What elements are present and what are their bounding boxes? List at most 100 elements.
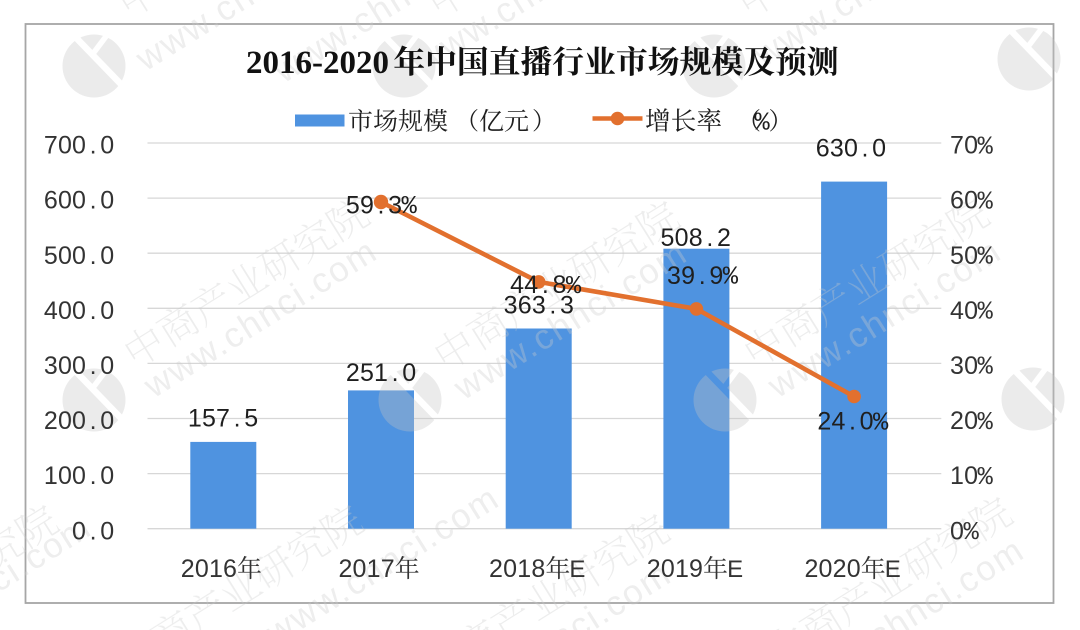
svg-text:.: . bbox=[234, 404, 241, 432]
svg-text:.: . bbox=[90, 242, 97, 270]
svg-text:1: 1 bbox=[188, 404, 202, 432]
svg-text:2: 2 bbox=[950, 407, 964, 435]
svg-text:0: 0 bbox=[950, 517, 964, 545]
svg-text:E: E bbox=[727, 556, 743, 583]
svg-text:0: 0 bbox=[661, 555, 675, 583]
svg-text:0: 0 bbox=[964, 187, 978, 215]
svg-text:.: . bbox=[849, 408, 856, 436]
svg-text:%: % bbox=[723, 263, 739, 292]
svg-text:2: 2 bbox=[338, 555, 352, 583]
svg-text:0: 0 bbox=[58, 462, 72, 490]
svg-text:0: 0 bbox=[72, 517, 86, 545]
svg-text:8: 8 bbox=[531, 555, 545, 583]
svg-text:0: 0 bbox=[58, 242, 72, 270]
svg-text:3: 3 bbox=[504, 291, 518, 319]
svg-text:0: 0 bbox=[872, 134, 886, 162]
svg-text:1: 1 bbox=[517, 555, 531, 583]
svg-text:0: 0 bbox=[675, 224, 689, 252]
svg-text:0: 0 bbox=[72, 242, 86, 270]
svg-text:0: 0 bbox=[964, 462, 978, 490]
svg-text:0: 0 bbox=[100, 517, 114, 545]
svg-text:3: 3 bbox=[532, 291, 546, 319]
svg-text:%: % bbox=[978, 408, 994, 437]
svg-text:4: 4 bbox=[510, 271, 524, 299]
svg-text:6: 6 bbox=[816, 134, 830, 162]
svg-text:7: 7 bbox=[381, 555, 395, 583]
svg-text:%: % bbox=[754, 108, 770, 137]
svg-text:0: 0 bbox=[58, 132, 72, 160]
svg-text:8: 8 bbox=[552, 271, 566, 299]
svg-text:0: 0 bbox=[72, 187, 86, 215]
svg-text:0: 0 bbox=[860, 408, 874, 436]
svg-text:%: % bbox=[978, 463, 994, 492]
svg-text:E: E bbox=[569, 556, 585, 583]
svg-text:4: 4 bbox=[950, 297, 964, 325]
svg-text:9: 9 bbox=[681, 262, 695, 290]
svg-text:0: 0 bbox=[100, 242, 114, 270]
svg-text:E: E bbox=[885, 556, 901, 583]
svg-text:.: . bbox=[549, 291, 556, 319]
svg-text:3: 3 bbox=[830, 134, 844, 162]
svg-text:1: 1 bbox=[374, 359, 388, 387]
svg-text:5: 5 bbox=[202, 404, 216, 432]
svg-text:3: 3 bbox=[44, 352, 58, 380]
svg-text:.: . bbox=[90, 187, 97, 215]
svg-text:.: . bbox=[392, 359, 399, 387]
svg-text:.: . bbox=[90, 352, 97, 380]
svg-text:0: 0 bbox=[503, 555, 517, 583]
svg-text:.: . bbox=[90, 462, 97, 490]
svg-text:2: 2 bbox=[44, 407, 58, 435]
svg-text:.: . bbox=[542, 271, 549, 299]
svg-text:0: 0 bbox=[58, 407, 72, 435]
svg-text:0: 0 bbox=[72, 352, 86, 380]
svg-text:5: 5 bbox=[360, 359, 374, 387]
svg-text:5: 5 bbox=[661, 224, 675, 252]
svg-text:2: 2 bbox=[717, 224, 731, 252]
svg-text:0: 0 bbox=[100, 462, 114, 490]
svg-text:.: . bbox=[706, 224, 713, 252]
svg-text:0: 0 bbox=[844, 134, 858, 162]
svg-text:6: 6 bbox=[44, 187, 58, 215]
svg-text:1: 1 bbox=[209, 555, 223, 583]
svg-text:4: 4 bbox=[831, 408, 845, 436]
svg-text:1: 1 bbox=[950, 462, 964, 490]
svg-text:0: 0 bbox=[58, 187, 72, 215]
svg-text:0: 0 bbox=[353, 555, 367, 583]
svg-text:0: 0 bbox=[100, 352, 114, 380]
svg-text:0: 0 bbox=[195, 555, 209, 583]
svg-text:.: . bbox=[90, 297, 97, 325]
svg-text:7: 7 bbox=[950, 132, 964, 160]
svg-text:1: 1 bbox=[675, 555, 689, 583]
svg-text:0: 0 bbox=[72, 462, 86, 490]
svg-text:5: 5 bbox=[950, 242, 964, 270]
svg-text:0: 0 bbox=[964, 132, 978, 160]
svg-text:7: 7 bbox=[216, 404, 230, 432]
svg-text:5: 5 bbox=[244, 404, 258, 432]
svg-text:5: 5 bbox=[346, 192, 360, 220]
svg-text:.: . bbox=[90, 517, 97, 545]
svg-text:%: % bbox=[963, 518, 979, 547]
svg-text:3: 3 bbox=[667, 262, 681, 290]
svg-text:4: 4 bbox=[44, 297, 58, 325]
svg-text:%: % bbox=[978, 132, 994, 161]
svg-text:2: 2 bbox=[647, 555, 661, 583]
svg-text:7: 7 bbox=[44, 132, 58, 160]
svg-text:0: 0 bbox=[964, 242, 978, 270]
svg-text:0: 0 bbox=[847, 555, 861, 583]
svg-text:%: % bbox=[978, 187, 994, 216]
svg-text:%: % bbox=[978, 353, 994, 382]
svg-text:0: 0 bbox=[72, 407, 86, 435]
svg-text:0: 0 bbox=[100, 187, 114, 215]
svg-text:0: 0 bbox=[819, 555, 833, 583]
svg-text:2: 2 bbox=[804, 555, 818, 583]
svg-text:.: . bbox=[90, 407, 97, 435]
svg-text:2016-2020: 2016-2020 bbox=[246, 45, 389, 81]
svg-text:0: 0 bbox=[964, 352, 978, 380]
svg-text:6: 6 bbox=[950, 187, 964, 215]
svg-text:0: 0 bbox=[58, 297, 72, 325]
svg-text:%: % bbox=[566, 272, 582, 301]
svg-text:0: 0 bbox=[100, 297, 114, 325]
svg-text:2: 2 bbox=[817, 408, 831, 436]
svg-text:9: 9 bbox=[709, 262, 723, 290]
svg-text:2: 2 bbox=[489, 555, 503, 583]
